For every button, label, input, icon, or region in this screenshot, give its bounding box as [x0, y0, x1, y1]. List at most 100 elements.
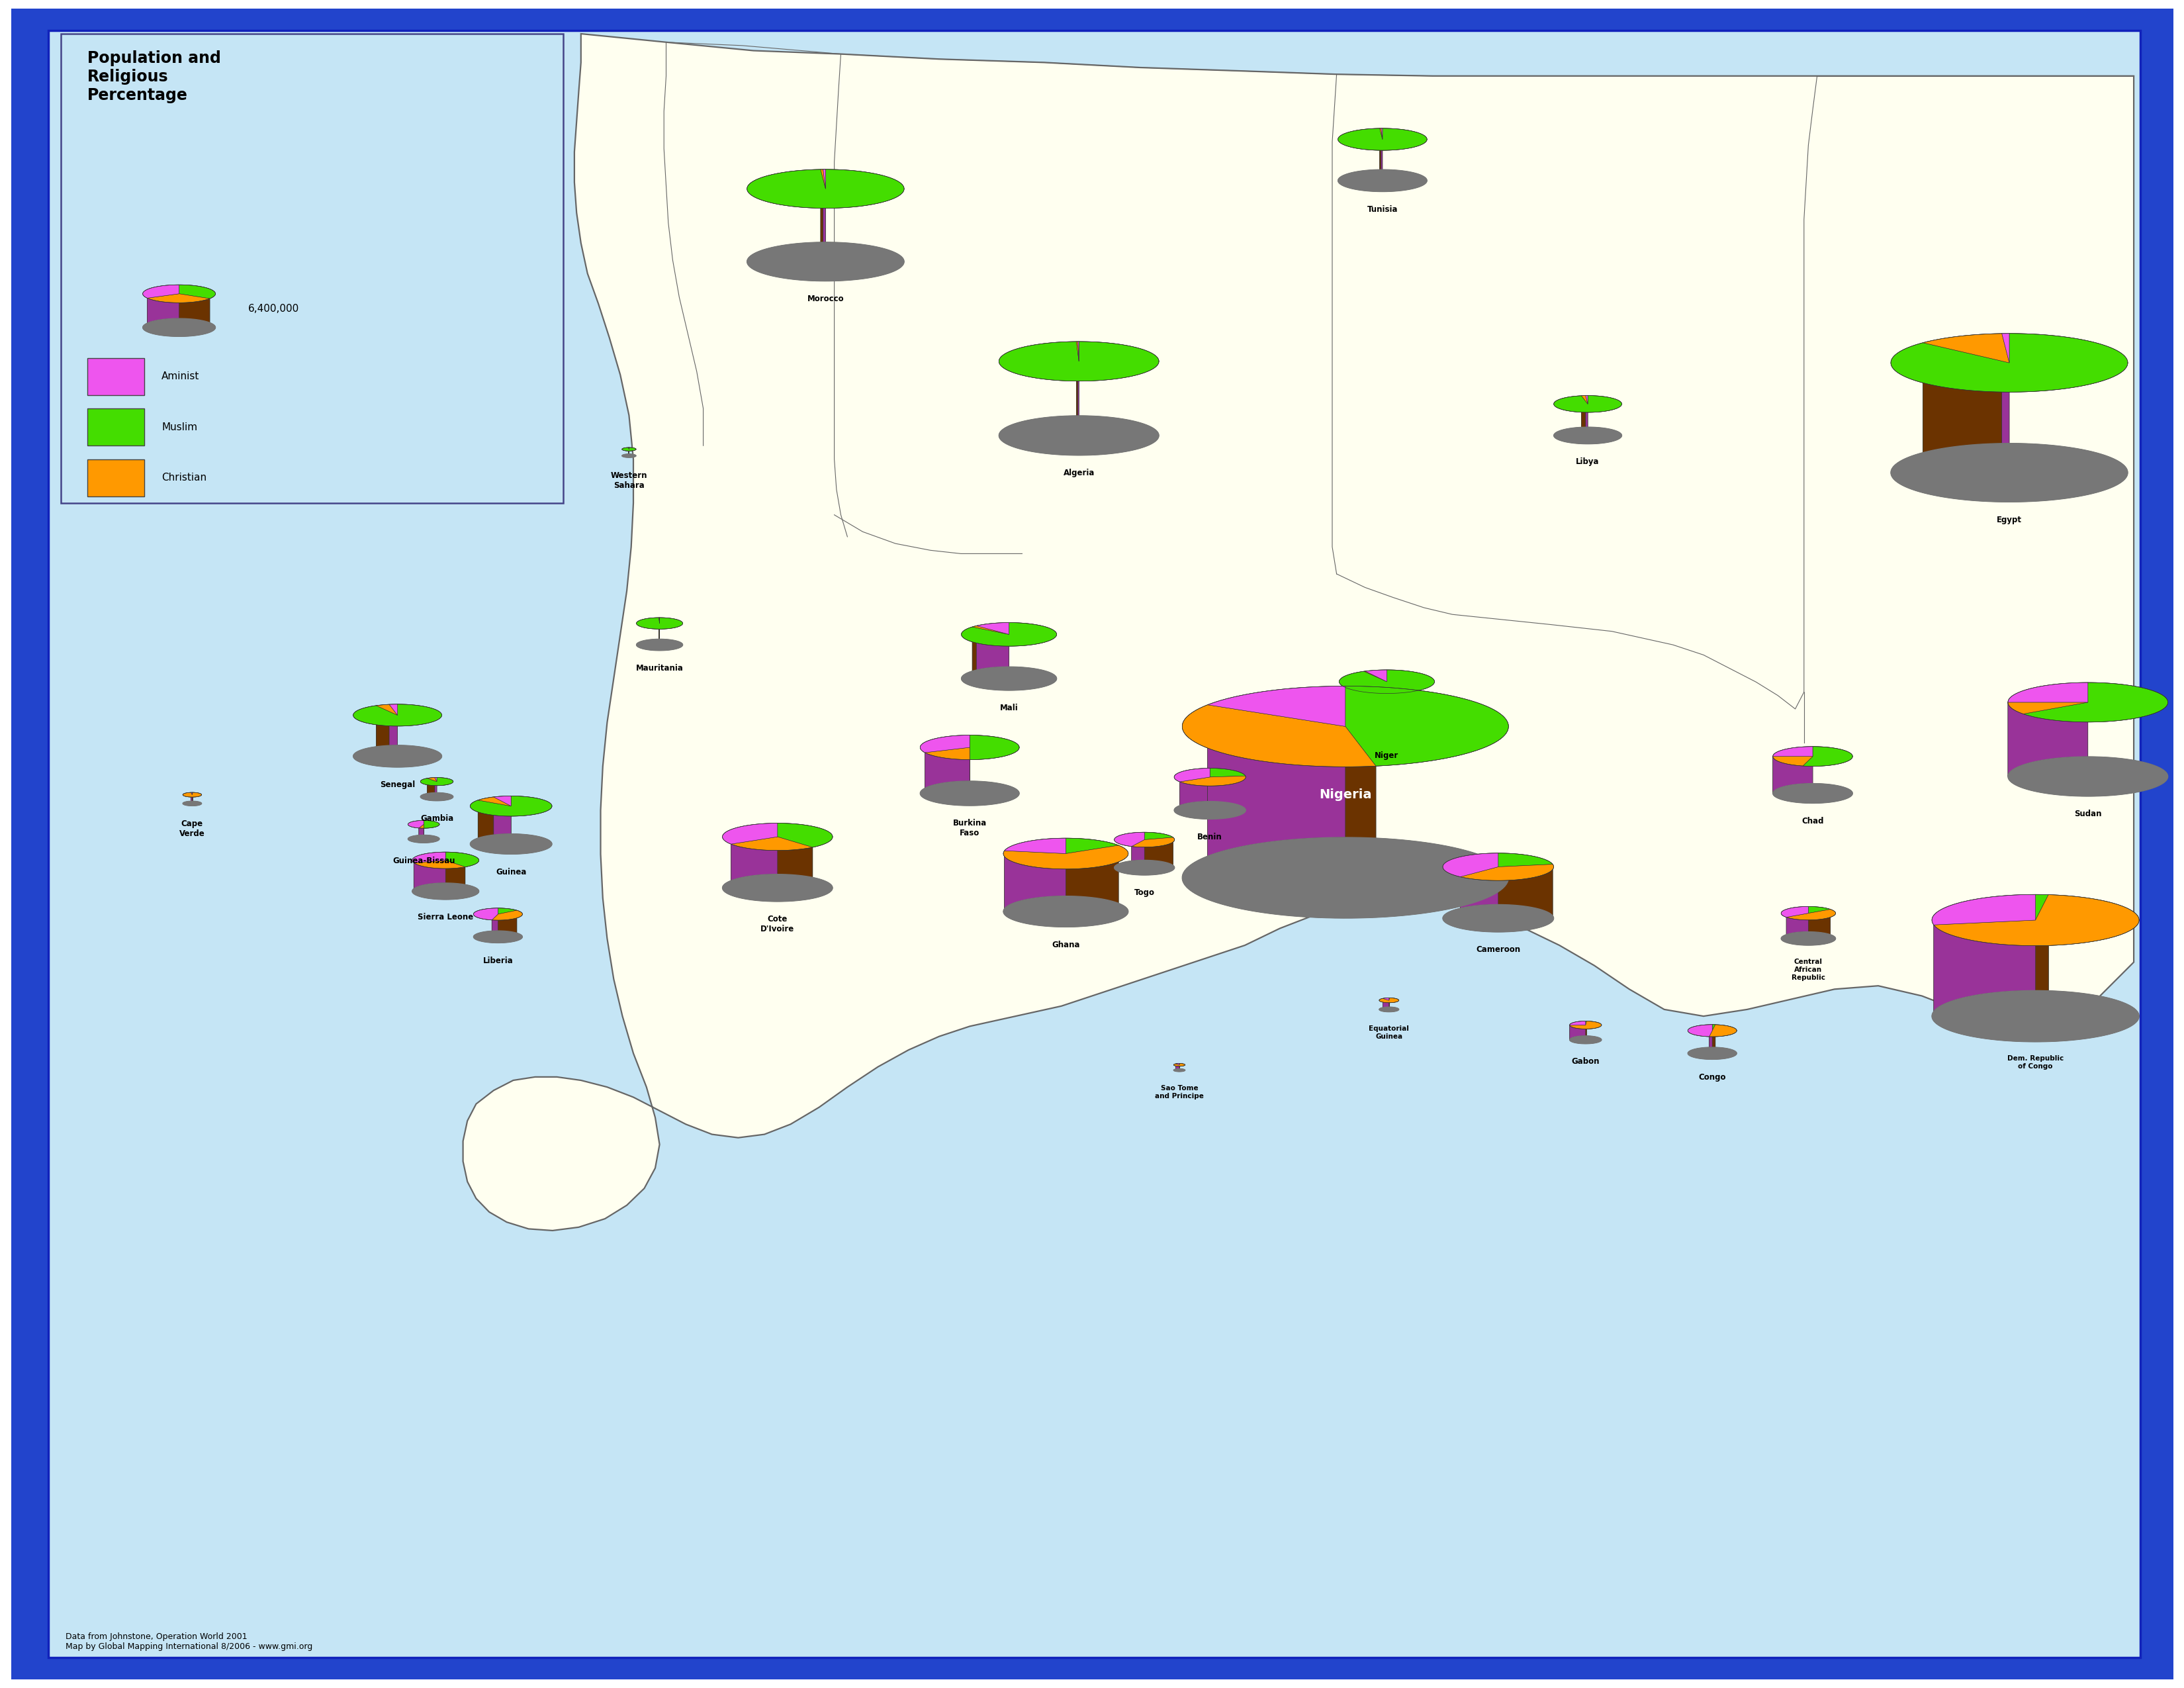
Polygon shape — [1339, 169, 1426, 192]
Polygon shape — [1365, 670, 1387, 682]
Polygon shape — [1365, 670, 1387, 716]
Bar — [87, 459, 144, 496]
Polygon shape — [1553, 427, 1623, 444]
Polygon shape — [1005, 839, 1066, 854]
Polygon shape — [1339, 670, 1435, 738]
Polygon shape — [1345, 685, 1509, 766]
Polygon shape — [183, 802, 201, 805]
Polygon shape — [1782, 906, 1808, 942]
Text: Niger: Niger — [1376, 751, 1398, 760]
Text: Mauritania: Mauritania — [636, 663, 684, 672]
Polygon shape — [961, 623, 1057, 647]
Polygon shape — [1933, 895, 2035, 1021]
Polygon shape — [2003, 334, 2009, 444]
Polygon shape — [413, 852, 446, 863]
Polygon shape — [998, 415, 1160, 456]
Polygon shape — [1378, 998, 1400, 1003]
Polygon shape — [636, 640, 684, 650]
Polygon shape — [424, 820, 439, 842]
Polygon shape — [1444, 905, 1553, 932]
Text: Dem. Republic
of Congo: Dem. Republic of Congo — [2007, 1055, 2064, 1070]
Polygon shape — [408, 820, 424, 842]
Text: Benin: Benin — [1197, 832, 1223, 841]
Polygon shape — [1933, 895, 2138, 1041]
Polygon shape — [1114, 861, 1175, 874]
Polygon shape — [1891, 444, 2127, 501]
Polygon shape — [1498, 852, 1553, 915]
Polygon shape — [1581, 395, 1588, 403]
Polygon shape — [408, 836, 439, 842]
Polygon shape — [821, 169, 826, 189]
Polygon shape — [183, 792, 201, 805]
Polygon shape — [498, 908, 518, 915]
Text: Togo: Togo — [1133, 888, 1155, 898]
Polygon shape — [1570, 1021, 1586, 1025]
Polygon shape — [2003, 334, 2009, 363]
Polygon shape — [183, 792, 201, 797]
Polygon shape — [1808, 906, 1830, 935]
Polygon shape — [1175, 768, 1210, 782]
Text: Central
African
Republic: Central African Republic — [1791, 959, 1826, 981]
Polygon shape — [413, 863, 465, 900]
Text: Libya: Libya — [1577, 457, 1599, 466]
Polygon shape — [428, 778, 435, 793]
Polygon shape — [1339, 714, 1435, 738]
Polygon shape — [1553, 395, 1623, 444]
Polygon shape — [919, 736, 970, 753]
Polygon shape — [732, 844, 812, 901]
Polygon shape — [376, 704, 389, 746]
Polygon shape — [1553, 395, 1623, 412]
Polygon shape — [494, 797, 511, 807]
Text: Western
Sahara: Western Sahara — [612, 471, 646, 490]
Polygon shape — [1173, 1063, 1186, 1067]
Polygon shape — [1444, 852, 1498, 876]
Polygon shape — [474, 908, 498, 920]
Polygon shape — [1182, 706, 1376, 766]
Polygon shape — [1922, 334, 2009, 363]
Polygon shape — [1773, 783, 1852, 803]
Polygon shape — [636, 618, 684, 630]
Polygon shape — [1144, 832, 1173, 839]
Text: Cote
D'Ivoire: Cote D'Ivoire — [760, 915, 795, 933]
Polygon shape — [1787, 910, 1835, 920]
Polygon shape — [919, 782, 1020, 805]
Polygon shape — [1933, 991, 2138, 1041]
Polygon shape — [961, 667, 1057, 690]
Polygon shape — [2022, 682, 2169, 797]
Polygon shape — [1066, 839, 1118, 903]
Polygon shape — [1570, 1021, 1601, 1043]
Polygon shape — [446, 852, 478, 868]
Polygon shape — [419, 829, 424, 842]
Polygon shape — [1891, 334, 2127, 392]
Polygon shape — [1131, 837, 1175, 874]
Polygon shape — [1712, 1025, 1714, 1031]
Polygon shape — [2007, 702, 2022, 788]
Text: Cameroon: Cameroon — [1476, 945, 1520, 954]
Polygon shape — [2035, 895, 2049, 991]
Polygon shape — [1808, 906, 1830, 913]
Polygon shape — [924, 748, 970, 760]
Polygon shape — [1712, 1025, 1714, 1047]
Polygon shape — [1175, 768, 1210, 815]
Polygon shape — [2007, 702, 2088, 714]
Polygon shape — [919, 736, 970, 798]
Text: Christian: Christian — [162, 473, 207, 483]
Polygon shape — [470, 797, 553, 854]
Polygon shape — [1182, 837, 1509, 918]
Polygon shape — [2007, 682, 2088, 702]
Polygon shape — [470, 797, 553, 817]
Polygon shape — [1131, 837, 1175, 847]
Polygon shape — [1688, 1025, 1712, 1036]
Text: Morocco: Morocco — [808, 295, 843, 304]
Polygon shape — [422, 778, 452, 800]
Polygon shape — [823, 169, 826, 241]
Polygon shape — [463, 34, 2134, 1231]
Polygon shape — [622, 447, 636, 451]
Polygon shape — [1380, 128, 1382, 140]
Polygon shape — [1891, 334, 2127, 501]
Polygon shape — [354, 746, 441, 766]
Polygon shape — [1208, 685, 1345, 856]
Polygon shape — [1363, 672, 1387, 682]
Text: Cape
Verde: Cape Verde — [179, 819, 205, 837]
Polygon shape — [1382, 998, 1389, 1008]
